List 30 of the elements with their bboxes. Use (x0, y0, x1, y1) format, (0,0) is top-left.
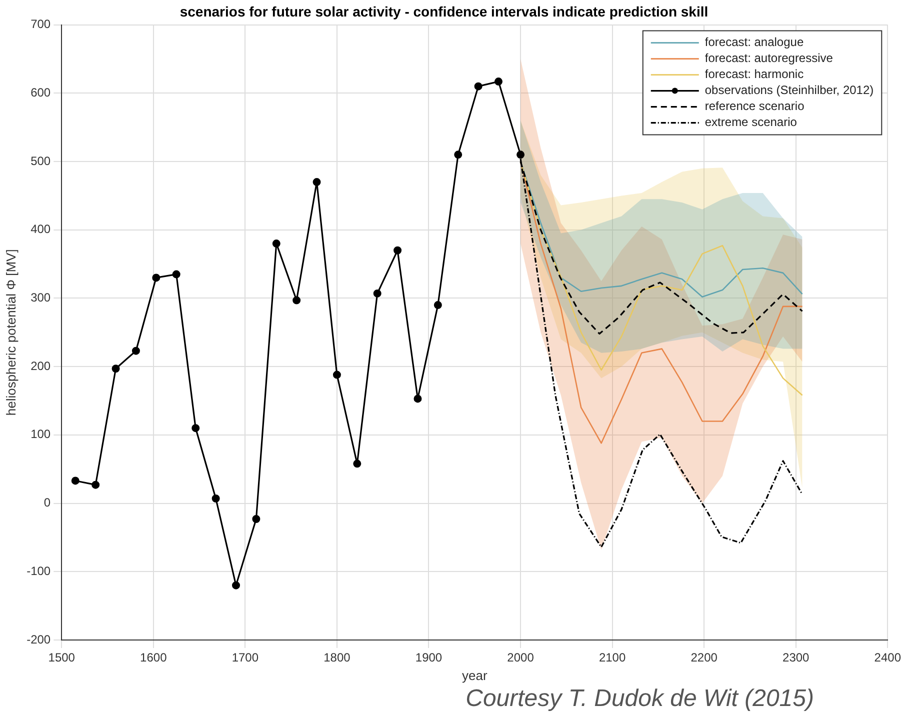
x-tick-label: 1500 (48, 650, 76, 665)
legend-label: extreme scenario (704, 115, 798, 130)
x-tick-label: 1600 (140, 650, 168, 665)
y-tick-label: 700 (30, 17, 51, 32)
x-tick-label: 2400 (874, 650, 902, 665)
x-tick-label: 2300 (782, 650, 810, 665)
y-tick-label: 200 (30, 358, 51, 373)
text: Courtesy T. Dudok de Wit (2015) (464, 684, 815, 714)
y-tick-label: -100 (26, 564, 51, 578)
x-axis-title: year (462, 668, 488, 683)
y-tick-label: 500 (30, 154, 51, 168)
legend-label: forecast: autoregressive (704, 51, 834, 66)
chart-title: scenarios for future solar activity - confidence intervals indicate prediction skill (180, 3, 708, 20)
y-tick-label: 400 (30, 222, 51, 236)
x-tick-label: 2000 (507, 650, 534, 665)
x-tick-label: 2200 (690, 650, 718, 665)
x-tick-label: 2100 (598, 650, 626, 665)
legend-label: forecast: analogue (704, 35, 804, 50)
x-tick-label: 1900 (415, 650, 442, 665)
legend-label: reference scenario (704, 99, 805, 114)
y-axis-title: heliospheric potential Φ [MV] (3, 249, 18, 416)
y-tick-label: -200 (26, 632, 51, 646)
y-tick-label: 100 (30, 427, 51, 442)
y-tick-label: 0 (44, 496, 51, 510)
legend-label: forecast: harmonic (704, 67, 804, 82)
y-tick-label: 300 (30, 290, 51, 305)
y-tick-label: 600 (30, 85, 51, 100)
x-tick-label: 1700 (232, 650, 259, 665)
x-tick-label: 1800 (324, 650, 351, 665)
legend-label: observations (Steinhilber, 2012) (704, 83, 874, 98)
